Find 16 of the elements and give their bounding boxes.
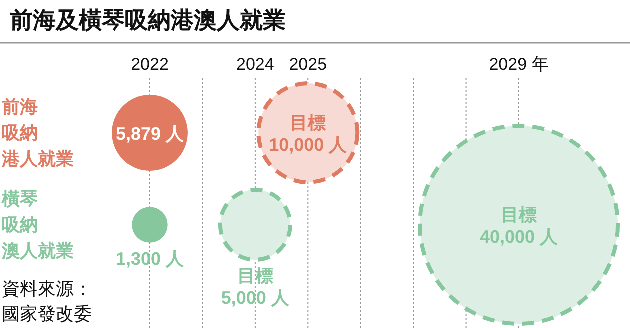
data-label: 10,000 人 (269, 135, 348, 155)
data-label: 5,000 人 (221, 288, 290, 308)
x-tick-label: 2024 (236, 55, 274, 74)
series-label: 目標 (237, 266, 274, 286)
x-tick-label: 2022 (131, 55, 169, 74)
x-tick-label: 2025 (289, 55, 328, 74)
source-note: 資料來源：國家發改委 (2, 279, 92, 324)
y-tick-label: 橫琴吸納澳人就業 (1, 189, 74, 261)
data-label: 5,879 人 (116, 124, 186, 144)
data-label: 1,300 人 (116, 248, 186, 269)
chart-title: 前海及橫琴吸納港澳人就業 (9, 7, 286, 33)
y-tick-label: 前海吸納港人就業 (1, 97, 74, 169)
series-label: 目標 (501, 205, 537, 225)
text: 目標 (290, 113, 326, 133)
x-tick-label: 2029 年 (489, 55, 549, 74)
data-label: 40,000 人 (480, 227, 560, 247)
